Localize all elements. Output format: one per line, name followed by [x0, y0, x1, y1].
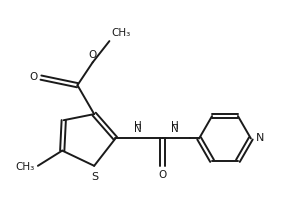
Text: H: H — [134, 121, 142, 131]
Text: O: O — [29, 72, 37, 82]
Text: N: N — [255, 133, 264, 143]
Text: H: H — [171, 121, 179, 131]
Text: O: O — [158, 170, 167, 180]
Text: N: N — [134, 124, 142, 134]
Text: CH₃: CH₃ — [111, 28, 130, 38]
Text: S: S — [91, 172, 98, 182]
Text: CH₃: CH₃ — [16, 162, 35, 172]
Text: O: O — [88, 50, 97, 60]
Text: N: N — [171, 124, 179, 134]
